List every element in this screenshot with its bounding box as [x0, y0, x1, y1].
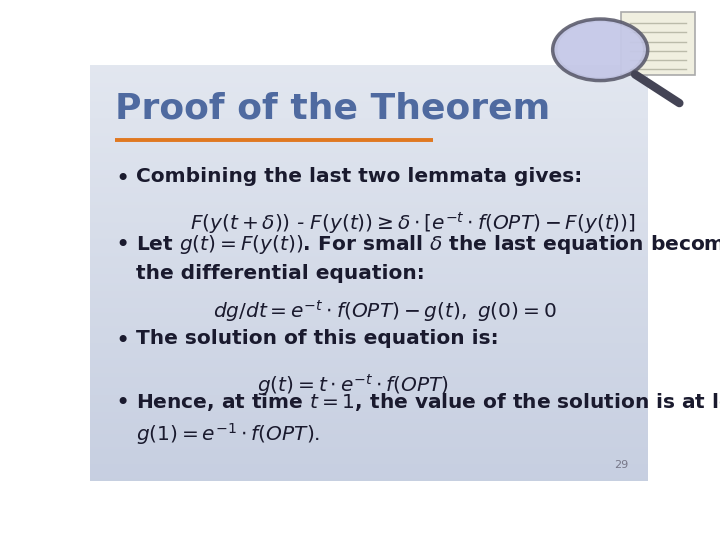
Text: the differential equation:: the differential equation:	[136, 264, 425, 282]
Text: •: •	[115, 167, 130, 191]
Text: •: •	[115, 391, 130, 415]
Text: $g(t) = t \cdot e^{-t} \cdot f(OPT)$: $g(t) = t \cdot e^{-t} \cdot f(OPT)$	[258, 373, 449, 399]
Text: •: •	[115, 233, 130, 257]
Text: $g(1) = e^{-1} \cdot f(OPT).$: $g(1) = e^{-1} \cdot f(OPT).$	[136, 422, 320, 448]
Text: $dg/dt = e^{-t} \cdot f(OPT) - g(t),\ g(0) = 0$: $dg/dt = e^{-t} \cdot f(OPT) - g(t),\ g(…	[213, 298, 557, 323]
Text: $F(y(t + \delta))$ - $F(y(t)) \geq \delta \cdot [e^{-t} \cdot f(OPT) - F(y(t))]$: $F(y(t + \delta))$ - $F(y(t)) \geq \delt…	[190, 210, 636, 236]
Text: 29: 29	[614, 460, 629, 470]
Circle shape	[557, 22, 643, 77]
Text: Proof of the Theorem: Proof of the Theorem	[115, 92, 550, 126]
Text: Hence, at time $t = 1$, the value of the solution is at least: Hence, at time $t = 1$, the value of the…	[136, 391, 720, 413]
Circle shape	[553, 19, 648, 80]
FancyBboxPatch shape	[621, 12, 696, 76]
Text: The solution of this equation is:: The solution of this equation is:	[136, 329, 498, 348]
Text: Combining the last two lemmata gives:: Combining the last two lemmata gives:	[136, 167, 582, 186]
Text: Let $g(t) = F(y(t))$. For small $\delta$ the last equation becomes: Let $g(t) = F(y(t))$. For small $\delta$…	[136, 233, 720, 256]
Text: •: •	[115, 329, 130, 353]
